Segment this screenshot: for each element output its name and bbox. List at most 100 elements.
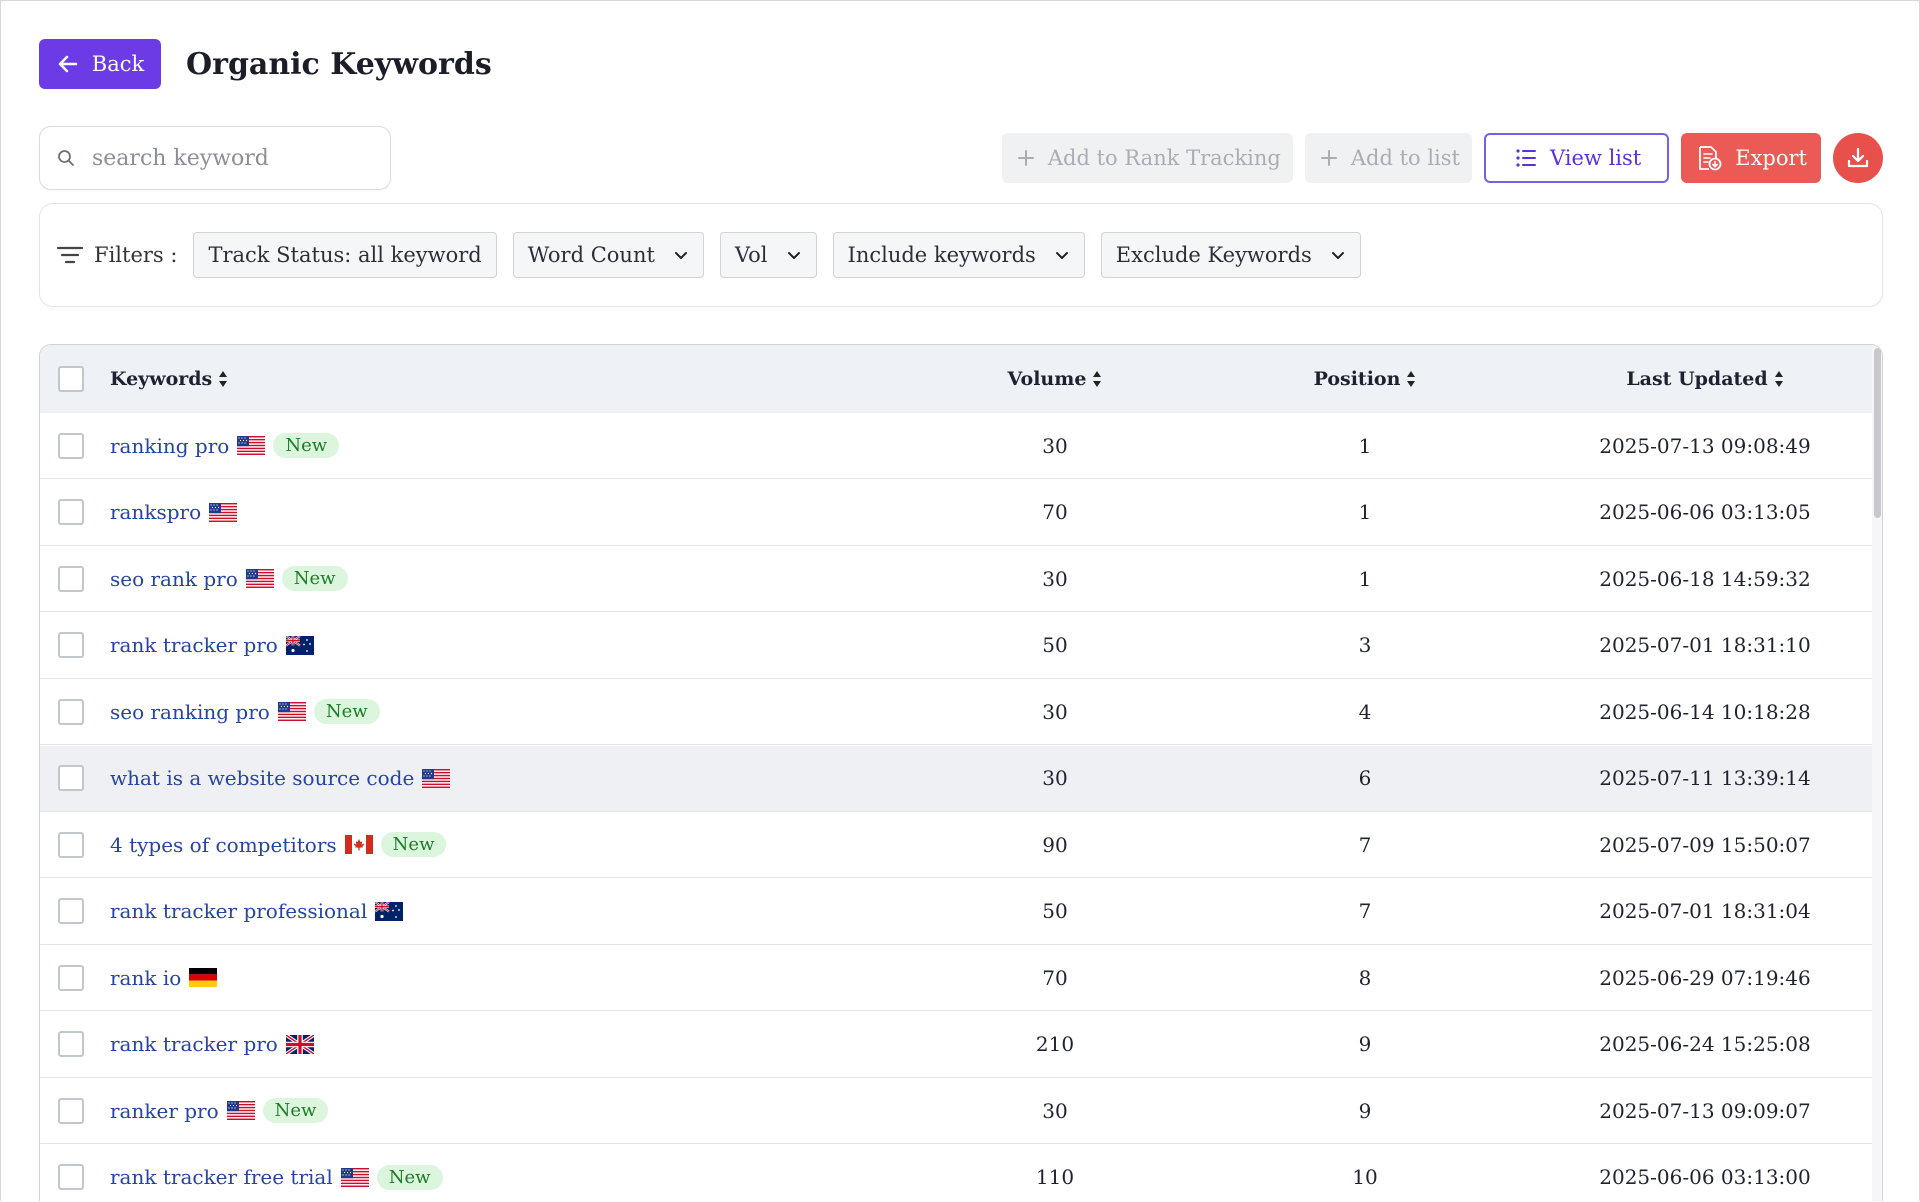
row-checkbox[interactable] (58, 698, 84, 725)
add-to-rank-tracking-button[interactable]: Add to Rank Tracking (1001, 133, 1293, 183)
volume-cell: 30 (1042, 699, 1068, 724)
view-list-label: View list (1550, 146, 1642, 170)
download-button[interactable] (1833, 133, 1883, 183)
row-checkbox[interactable] (58, 1164, 84, 1190)
table-row[interactable]: rank tracker free trial New 110 10 2025-06-0… (40, 1144, 1874, 1202)
row-checkbox[interactable] (58, 1031, 84, 1057)
keyword-link[interactable]: rank tracker pro (110, 1032, 278, 1056)
new-badge: New (273, 433, 340, 458)
last-updated-cell: 2025-06-14 10:18:28 (1599, 699, 1811, 724)
last-updated-cell: 2025-06-24 15:25:08 (1599, 1032, 1811, 1056)
search-box[interactable] (39, 126, 391, 190)
table-row[interactable]: seo ranking pro New 30 4 2025-06-14 10:18:28 (40, 679, 1874, 745)
page-title: Organic Keywords (186, 46, 492, 82)
last-updated-header[interactable]: Last Updated (1540, 345, 1870, 413)
position-cell: 6 (1358, 766, 1372, 790)
export-label: Export (1735, 146, 1807, 170)
keyword-cell: seo rank pro New (110, 546, 348, 611)
last-updated-cell: 2025-06-06 03:13:05 (1599, 500, 1811, 524)
download-icon (1847, 147, 1869, 168)
keyword-link[interactable]: what is a website source code (110, 766, 415, 790)
table-row[interactable]: seo rank pro New 30 1 2025-06-18 14:59:32 (40, 546, 1874, 612)
table-row[interactable]: rank tracker pro 50 3 2025-07-01 18:31:10 (40, 612, 1874, 679)
include-keywords-label: Include keywords (847, 243, 1036, 267)
arrow-left-icon (58, 55, 78, 73)
keyword-cell: what is a website source code (110, 746, 451, 811)
table-row[interactable]: rankspro 70 1 2025-06-06 03:13:05 (40, 479, 1874, 546)
keyword-cell: rank tracker free trial New (110, 1145, 443, 1202)
export-button[interactable]: Export (1681, 133, 1821, 183)
search-input[interactable] (90, 144, 374, 172)
last-updated-cell: 2025-07-01 18:31:10 (1599, 633, 1811, 657)
vol-filter[interactable]: Vol (719, 232, 817, 278)
position-header-label: Position (1313, 368, 1401, 390)
row-select-cell (58, 812, 84, 877)
keyword-cell: seo ranking pro New (110, 679, 380, 744)
keyword-cell: 4 types of competitors New (110, 812, 447, 877)
position-cell: 4 (1358, 699, 1372, 724)
keyword-link[interactable]: 4 types of competitors (110, 832, 337, 857)
select-all-checkbox[interactable] (58, 366, 84, 392)
us-flag-icon (277, 702, 306, 721)
keywords-header[interactable]: Keywords (110, 345, 228, 413)
add-to-list-button[interactable]: Add to list (1304, 133, 1472, 183)
keyword-link[interactable]: rank tracker pro (110, 633, 278, 657)
position-cell: 7 (1358, 832, 1372, 857)
word-count-filter[interactable]: Word Count (512, 232, 704, 278)
table-row[interactable]: what is a website source code 30 6 2025-07-… (40, 745, 1874, 812)
keyword-link[interactable]: rankspro (110, 500, 202, 524)
exclude-keywords-filter[interactable]: Exclude Keywords (1100, 232, 1361, 278)
keyword-link[interactable]: seo rank pro (110, 566, 238, 591)
row-checkbox[interactable] (58, 1097, 84, 1124)
vertical-scrollbar[interactable] (1872, 345, 1882, 1201)
volume-cell: 110 (1035, 1165, 1075, 1189)
row-checkbox[interactable] (58, 898, 84, 924)
list-icon (1516, 149, 1536, 167)
volume-cell: 90 (1042, 832, 1068, 857)
table-row[interactable]: rank tracker pro 210 9 2025-06-24 15:25:08 (40, 1011, 1874, 1078)
volume-cell: 50 (1042, 899, 1068, 923)
row-checkbox[interactable] (58, 565, 84, 592)
table-row[interactable]: ranker pro New 30 9 2025-07-13 09:09:07 (40, 1078, 1874, 1144)
row-checkbox[interactable] (58, 765, 84, 791)
track-status-filter[interactable]: Track Status: all keyword (193, 232, 497, 278)
row-select-cell (58, 679, 84, 744)
row-checkbox[interactable] (58, 499, 84, 525)
volume-header[interactable]: Volume (940, 345, 1170, 413)
table-row[interactable]: rank tracker professional 50 7 2025-07-01 1… (40, 878, 1874, 945)
row-select-cell (58, 1078, 84, 1143)
keyword-link[interactable]: ranking pro (110, 433, 230, 458)
keyword-link[interactable]: rank io (110, 965, 182, 990)
word-count-label: Word Count (527, 243, 655, 267)
row-checkbox[interactable] (58, 632, 84, 658)
keyword-cell: rankspro (110, 480, 238, 545)
view-list-button[interactable]: View list (1484, 133, 1670, 183)
keyword-link[interactable]: rank tracker professional (110, 899, 368, 923)
table-row[interactable]: rank io 70 8 2025-06-29 07:19:46 (40, 945, 1874, 1011)
sort-icon (1407, 371, 1416, 387)
keyword-link[interactable]: seo ranking pro (110, 699, 270, 724)
position-header[interactable]: Position (1250, 345, 1480, 413)
table-row[interactable]: ranking pro New 30 1 2025-07-13 09:08:49 (40, 413, 1874, 479)
last-updated-cell: 2025-07-01 18:31:04 (1599, 899, 1811, 923)
row-checkbox[interactable] (58, 831, 84, 858)
keyword-link[interactable]: ranker pro (110, 1098, 219, 1123)
row-checkbox[interactable] (58, 432, 84, 459)
row-select-cell (58, 1012, 84, 1077)
include-keywords-filter[interactable]: Include keywords (832, 232, 1085, 278)
row-checkbox[interactable] (58, 964, 84, 991)
row-select-cell (58, 945, 84, 1010)
new-badge: New (380, 832, 447, 857)
position-cell: 9 (1358, 1032, 1372, 1056)
volume-header-label: Volume (1007, 368, 1087, 390)
sort-icon (1093, 371, 1102, 387)
gb-flag-icon (285, 1034, 314, 1054)
table-row[interactable]: 4 types of competitors New 90 7 2025-07-09 1… (40, 812, 1874, 878)
last-updated-cell: 2025-06-29 07:19:46 (1599, 965, 1811, 990)
back-button[interactable]: Back (39, 39, 161, 89)
keyword-link[interactable]: rank tracker free trial (110, 1165, 333, 1189)
position-cell: 1 (1358, 566, 1372, 591)
keyword-cell: ranker pro New (110, 1078, 329, 1143)
row-select-cell (58, 546, 84, 611)
scrollbar-thumb[interactable] (1874, 348, 1881, 518)
